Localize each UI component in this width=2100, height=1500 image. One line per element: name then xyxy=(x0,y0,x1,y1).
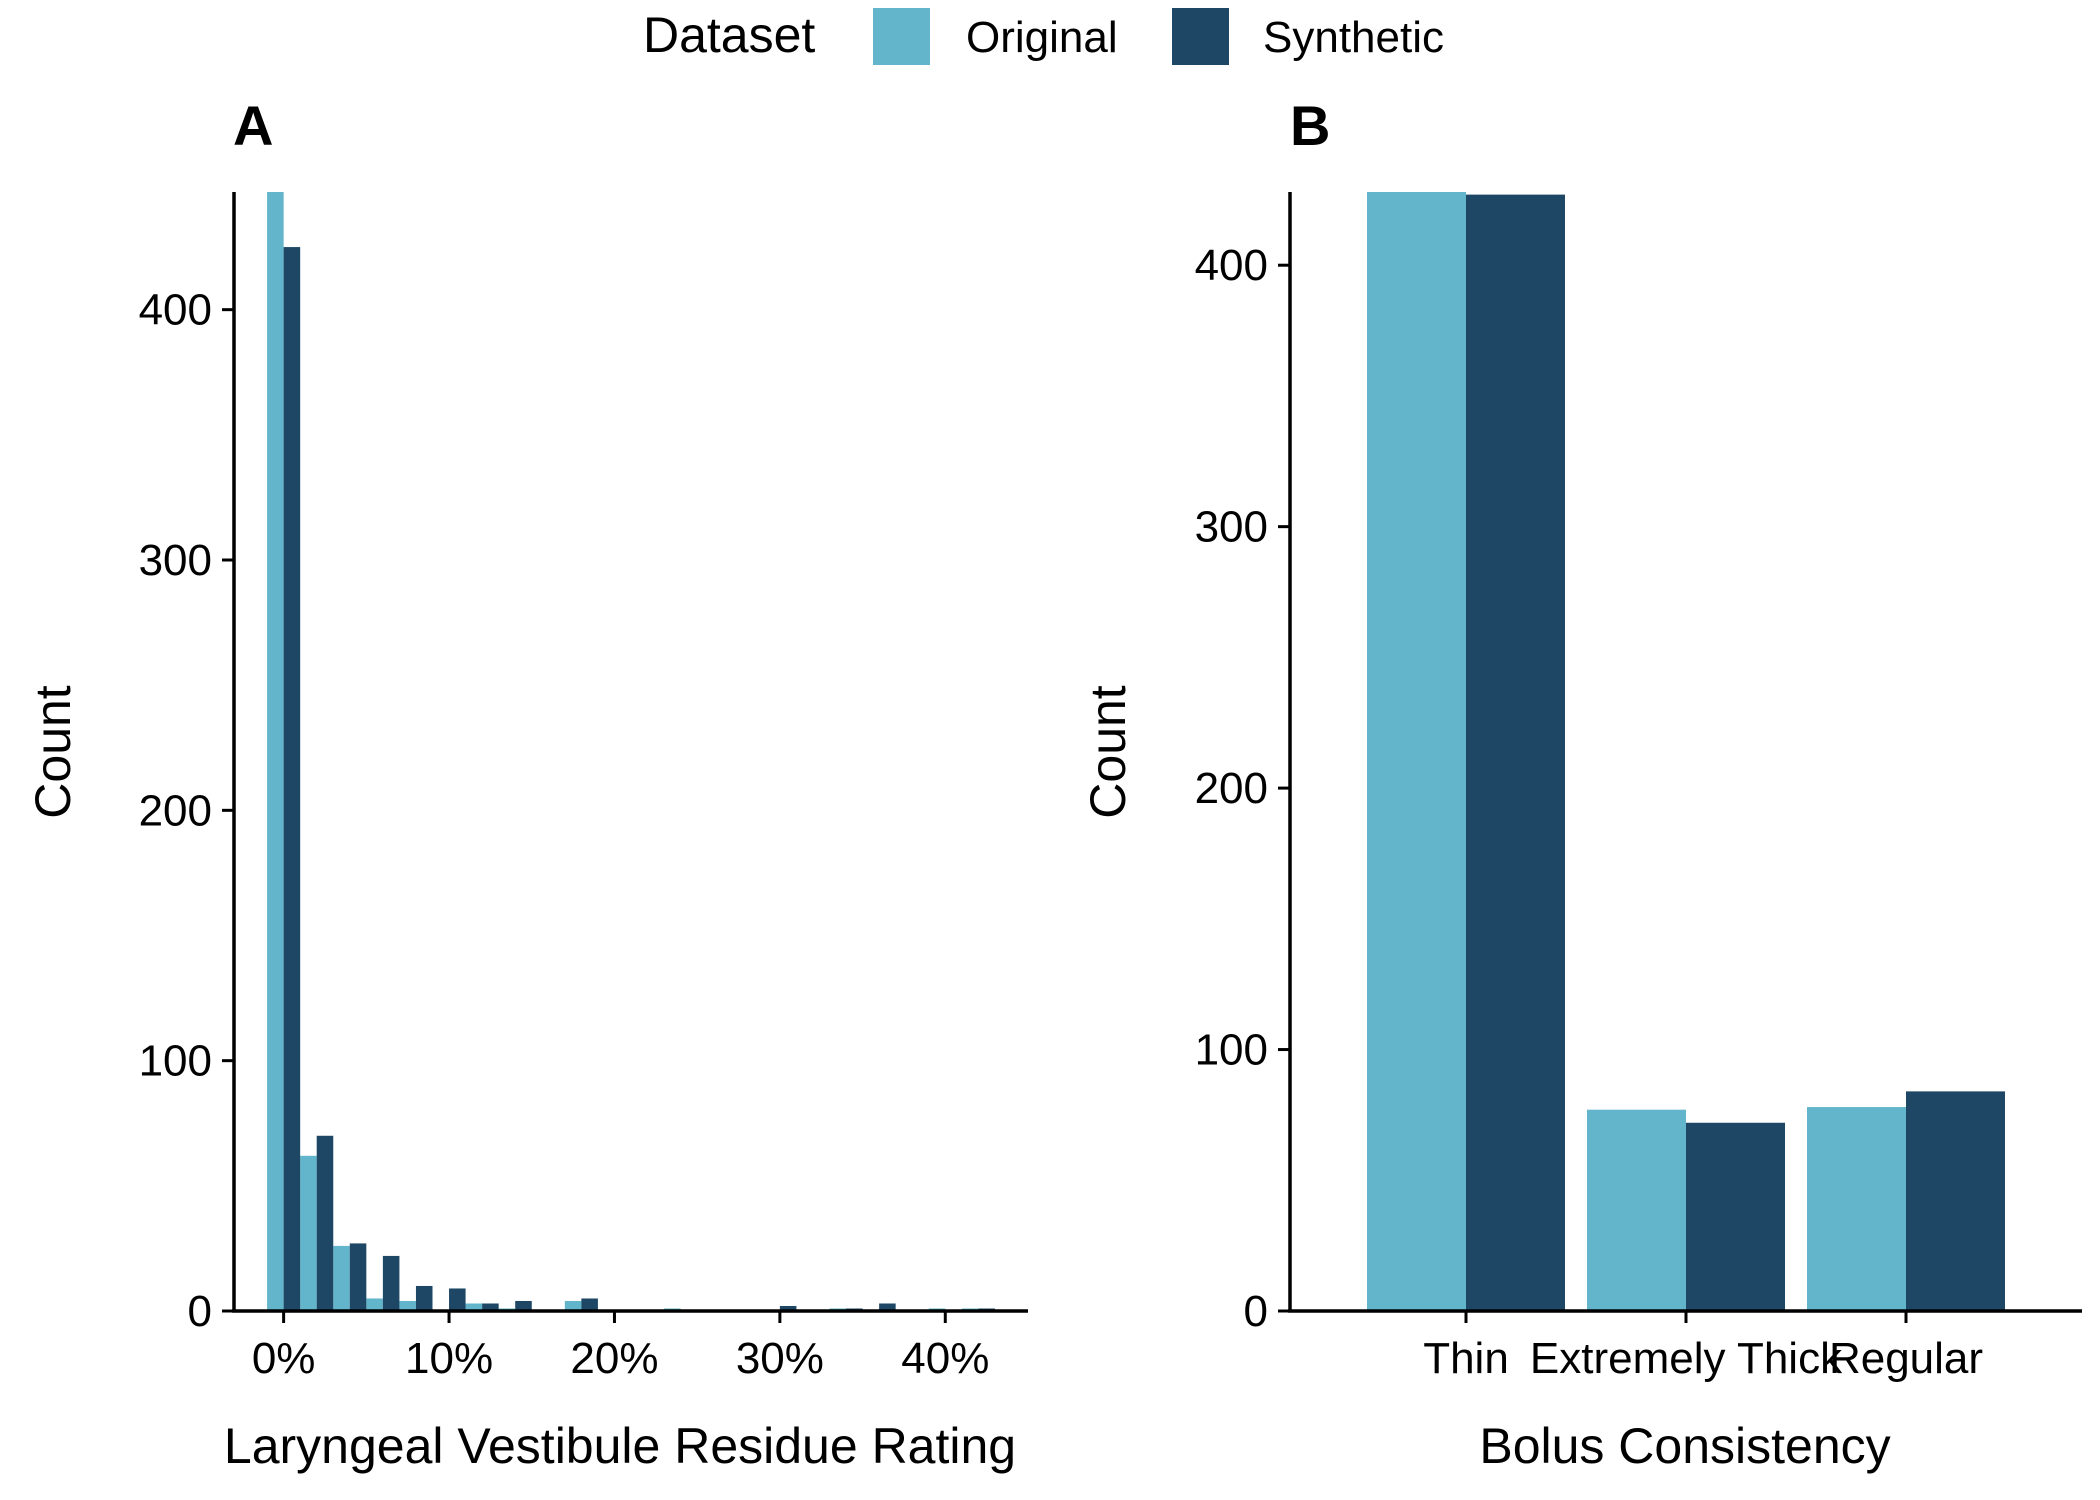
histogram-bar-synthetic xyxy=(779,1305,797,1311)
legend-swatch-synthetic xyxy=(1172,8,1229,65)
histogram-bar-synthetic xyxy=(349,1243,367,1311)
x-tick-label: Regular xyxy=(1829,1334,1983,1383)
x-tick-label: 20% xyxy=(570,1334,658,1383)
histogram-bar-original xyxy=(465,1303,483,1311)
bar-original xyxy=(1807,1107,1906,1311)
x-tick-label: 0% xyxy=(252,1334,316,1383)
x-tick-label: Thin xyxy=(1423,1334,1509,1383)
histogram-bar-synthetic xyxy=(515,1300,532,1311)
histogram-bar-synthetic xyxy=(283,247,301,1311)
y-tick-label: 200 xyxy=(1195,764,1268,813)
panel-a-y-ticks: 0 100 200 300 400 xyxy=(139,286,234,1336)
bar-synthetic xyxy=(1686,1122,1785,1311)
legend-title: Dataset xyxy=(643,7,815,63)
bar-original xyxy=(1587,1109,1686,1311)
histogram-bar-synthetic xyxy=(449,1288,466,1311)
panel-a-y-label: Count xyxy=(25,685,81,819)
histogram-bar-synthetic xyxy=(382,1255,400,1311)
x-tick-label: 40% xyxy=(901,1334,989,1383)
x-tick-label: Extremely Thick xyxy=(1530,1334,1843,1383)
panel-b-bars xyxy=(1367,192,2005,1311)
y-tick-label: 300 xyxy=(1195,503,1268,552)
y-tick-label: 100 xyxy=(1195,1026,1268,1075)
y-tick-label: 0 xyxy=(188,1287,212,1336)
histogram-bar-synthetic xyxy=(316,1135,334,1311)
histogram-bar-original xyxy=(300,1155,317,1311)
y-tick-label: 400 xyxy=(139,286,212,335)
panel-b-x-label: Bolus Consistency xyxy=(1479,1418,1890,1474)
histogram-bar-original xyxy=(333,1245,350,1311)
legend-label-original: Original xyxy=(966,13,1118,62)
bar-synthetic xyxy=(1906,1091,2005,1311)
bar-synthetic xyxy=(1466,194,1565,1311)
legend-swatch-original xyxy=(873,8,930,65)
y-tick-label: 300 xyxy=(139,536,212,585)
legend: Dataset Original Synthetic xyxy=(643,7,1444,65)
panel-a-x-ticks: 0% 10% 20% 30% 40% xyxy=(252,1311,989,1383)
panel-a-x-label: Laryngeal Vestibule Residue Rating xyxy=(224,1418,1016,1474)
histogram-bar-synthetic xyxy=(581,1298,598,1311)
panel-b: B 0 100 200 300 400 Thin Extremely ThickRegul… xyxy=(1080,94,2082,1474)
panel-label-b: B xyxy=(1290,94,1330,157)
x-tick-label: 30% xyxy=(736,1334,824,1383)
y-tick-label: 400 xyxy=(1195,241,1268,290)
histogram-bar-original xyxy=(399,1300,416,1311)
x-tick-label: 10% xyxy=(405,1334,493,1383)
histogram-bar-original xyxy=(267,192,284,1311)
y-tick-label: 0 xyxy=(1244,1287,1268,1336)
y-tick-label: 200 xyxy=(139,786,212,835)
panel-b-y-label: Count xyxy=(1080,685,1136,819)
histogram-bar-synthetic xyxy=(879,1303,896,1311)
panel-a-bars xyxy=(267,192,995,1311)
histogram-bar-original xyxy=(366,1298,383,1311)
histogram-bar-synthetic xyxy=(482,1303,499,1311)
bar-original xyxy=(1367,192,1466,1311)
y-tick-label: 100 xyxy=(139,1037,212,1086)
histogram-bar-original xyxy=(564,1300,582,1311)
panel-label-a: A xyxy=(233,94,273,157)
panel-b-y-ticks: 0 100 200 300 400 xyxy=(1195,241,1290,1336)
legend-label-synthetic: Synthetic xyxy=(1263,13,1444,62)
histogram-bar-synthetic xyxy=(415,1285,433,1311)
panel-a: A 0 100 200 300 400 0% 10% 20% 30% 40% Laryngeal… xyxy=(25,94,1028,1474)
